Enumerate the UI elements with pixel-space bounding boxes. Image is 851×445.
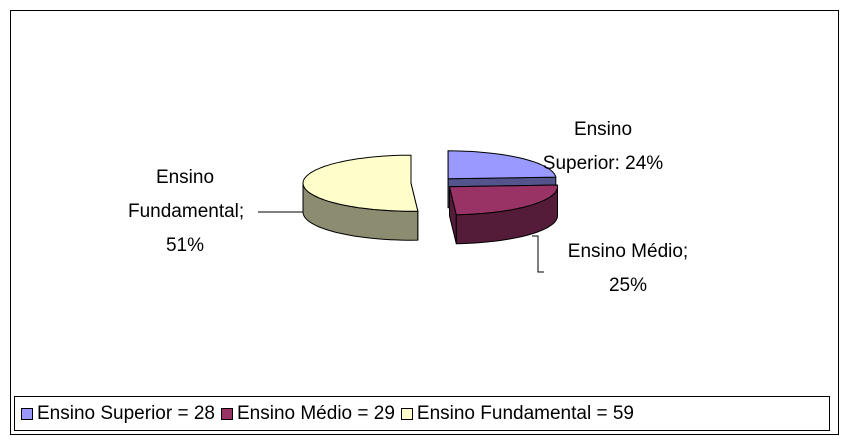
slice-top bbox=[448, 184, 559, 216]
slice-top bbox=[302, 154, 419, 212]
legend-item: Ensino Médio = 29 bbox=[220, 402, 395, 425]
leader-line bbox=[532, 235, 544, 273]
chart-frame bbox=[10, 10, 839, 435]
data-label: Ensino Médio; 25% bbox=[567, 241, 689, 296]
pie-slice bbox=[302, 154, 419, 241]
legend-label: Ensino Fundamental = 59 bbox=[416, 402, 634, 424]
legend-swatch bbox=[21, 407, 33, 420]
legend-swatch bbox=[400, 407, 413, 420]
slice-top bbox=[447, 150, 557, 180]
pie-slice bbox=[448, 184, 559, 245]
legend-label: Ensino Médio = 29 bbox=[236, 402, 395, 424]
data-label: Ensino Superior: 24% bbox=[542, 119, 664, 174]
legend-item: Ensino Fundamental = 59 bbox=[400, 402, 634, 425]
legend: Ensino Superior = 28 Ensino Médio = 29 Ens… bbox=[14, 396, 830, 431]
legend-label: Ensino Superior = 28 bbox=[37, 402, 215, 424]
data-label: Ensino Fundamental; 51% bbox=[128, 167, 245, 256]
legend-item: Ensino Superior = 28 bbox=[21, 403, 215, 425]
legend-swatch bbox=[220, 407, 233, 420]
